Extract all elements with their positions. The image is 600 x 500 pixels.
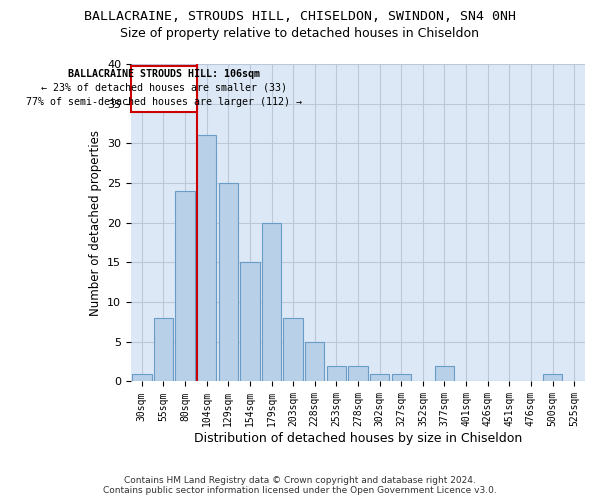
Bar xyxy=(218,183,238,382)
Bar xyxy=(435,366,454,382)
X-axis label: Distribution of detached houses by size in Chiseldon: Distribution of detached houses by size … xyxy=(194,432,522,445)
Bar xyxy=(197,136,217,382)
Bar xyxy=(305,342,325,382)
Text: 77% of semi-detached houses are larger (112) →: 77% of semi-detached houses are larger (… xyxy=(26,96,302,106)
Bar xyxy=(370,374,389,382)
Y-axis label: Number of detached properties: Number of detached properties xyxy=(89,130,101,316)
Bar xyxy=(154,318,173,382)
Bar xyxy=(175,191,195,382)
Bar xyxy=(283,318,303,382)
Text: BALLACRAINE, STROUDS HILL, CHISELDON, SWINDON, SN4 0NH: BALLACRAINE, STROUDS HILL, CHISELDON, SW… xyxy=(84,10,516,23)
Bar xyxy=(543,374,562,382)
Text: Size of property relative to detached houses in Chiseldon: Size of property relative to detached ho… xyxy=(121,28,479,40)
Bar xyxy=(326,366,346,382)
Bar xyxy=(392,374,411,382)
Bar xyxy=(348,366,368,382)
Bar xyxy=(262,222,281,382)
FancyBboxPatch shape xyxy=(131,66,197,112)
Bar xyxy=(240,262,260,382)
Text: Contains HM Land Registry data © Crown copyright and database right 2024.
Contai: Contains HM Land Registry data © Crown c… xyxy=(103,476,497,495)
Text: ← 23% of detached houses are smaller (33): ← 23% of detached houses are smaller (33… xyxy=(41,82,287,92)
Text: BALLACRAINE STROUDS HILL: 106sqm: BALLACRAINE STROUDS HILL: 106sqm xyxy=(68,69,260,79)
Bar xyxy=(132,374,152,382)
